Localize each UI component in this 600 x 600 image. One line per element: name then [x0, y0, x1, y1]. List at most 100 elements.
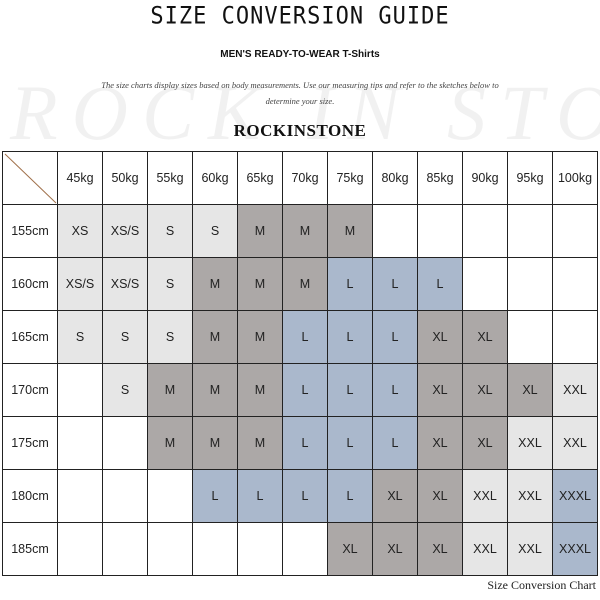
height-header: 185cm	[2, 522, 58, 576]
weight-header: 50kg	[102, 151, 148, 205]
size-cell: M	[192, 310, 238, 364]
weight-header: 70kg	[282, 151, 328, 205]
size-cell: L	[237, 469, 283, 523]
size-cell: XXL	[552, 363, 598, 417]
size-cell: M	[282, 257, 328, 311]
size-cell: M	[147, 363, 193, 417]
size-cell	[282, 522, 328, 576]
size-cell	[147, 522, 193, 576]
size-cell	[417, 204, 463, 258]
size-cell: XXXL	[552, 522, 598, 576]
page-title: SIZE CONVERSION GUIDE	[150, 2, 450, 31]
description: The size charts display sizes based on b…	[101, 80, 499, 106]
size-cell: L	[327, 469, 373, 523]
size-cell: L	[282, 416, 328, 470]
table-row: 155cm XS XS/S S S M M M	[2, 204, 598, 258]
table-row: 165cm S S S M M L L L XL XL	[2, 310, 598, 364]
diagonal-divider-icon	[4, 153, 57, 204]
size-cell	[57, 522, 103, 576]
size-cell: XS/S	[57, 257, 103, 311]
size-cell	[57, 469, 103, 523]
size-cell: XXL	[462, 522, 508, 576]
height-header: 165cm	[2, 310, 58, 364]
size-cell: L	[282, 363, 328, 417]
size-cell	[102, 522, 148, 576]
size-chart-table: 45kg 50kg 55kg 60kg 65kg 70kg 75kg 80kg 85kg 90kg…	[2, 151, 598, 576]
size-cell: M	[147, 416, 193, 470]
size-cell: XXL	[507, 469, 553, 523]
size-cell: XL	[462, 363, 508, 417]
size-cell	[372, 204, 418, 258]
height-header: 155cm	[2, 204, 58, 258]
height-header: 160cm	[2, 257, 58, 311]
subtitle: MEN'S READY-TO-WEAR T-Shirts	[220, 49, 380, 60]
size-cell: L	[282, 310, 328, 364]
weight-header: 45kg	[57, 151, 103, 205]
size-cell	[147, 469, 193, 523]
size-cell	[552, 257, 598, 311]
size-cell: S	[147, 310, 193, 364]
size-cell	[237, 522, 283, 576]
size-cell: XL	[417, 310, 463, 364]
size-cell: M	[237, 204, 283, 258]
size-cell: M	[192, 416, 238, 470]
size-cell: XL	[462, 416, 508, 470]
corner-cell	[2, 151, 58, 205]
size-cell: L	[327, 416, 373, 470]
size-cell: S	[57, 310, 103, 364]
size-cell: XXXL	[552, 469, 598, 523]
size-cell: L	[372, 310, 418, 364]
size-cell: S	[102, 363, 148, 417]
size-cell: S	[192, 204, 238, 258]
size-cell: XL	[327, 522, 373, 576]
size-cell: M	[327, 204, 373, 258]
size-cell: M	[237, 257, 283, 311]
weight-header: 95kg	[507, 151, 553, 205]
size-cell	[192, 522, 238, 576]
size-cell	[57, 363, 103, 417]
weight-header: 90kg	[462, 151, 508, 205]
weight-header: 55kg	[147, 151, 193, 205]
size-cell: M	[237, 416, 283, 470]
table-row: 160cm XS/S XS/S S M M M L L L	[2, 257, 598, 311]
height-header: 170cm	[2, 363, 58, 417]
size-cell: M	[192, 257, 238, 311]
table-row: 185cm XL XL XL XXL XXL XXXL	[2, 522, 598, 576]
weight-header: 60kg	[192, 151, 238, 205]
size-cell	[102, 416, 148, 470]
size-cell: L	[372, 257, 418, 311]
weight-header: 65kg	[237, 151, 283, 205]
size-cell: XL	[372, 522, 418, 576]
size-cell	[552, 204, 598, 258]
size-cell	[462, 257, 508, 311]
size-cell: L	[327, 310, 373, 364]
size-cell: XS	[57, 204, 103, 258]
weight-header: 80kg	[372, 151, 418, 205]
size-cell: XL	[417, 469, 463, 523]
size-cell: M	[192, 363, 238, 417]
size-cell: L	[372, 363, 418, 417]
size-cell: M	[237, 363, 283, 417]
weight-header: 100kg	[552, 151, 598, 205]
size-cell: XXL	[507, 522, 553, 576]
size-cell: XXL	[507, 416, 553, 470]
size-cell: L	[327, 257, 373, 311]
size-cell: L	[372, 416, 418, 470]
weight-header: 75kg	[327, 151, 373, 205]
size-cell: L	[327, 363, 373, 417]
size-cell: XXL	[552, 416, 598, 470]
height-header: 175cm	[2, 416, 58, 470]
size-cell	[462, 204, 508, 258]
size-cell: XL	[372, 469, 418, 523]
table-row: 180cm L L L L XL XL XXL XXL XXXL	[2, 469, 598, 523]
size-cell: S	[147, 204, 193, 258]
size-cell: L	[417, 257, 463, 311]
size-cell: XL	[417, 522, 463, 576]
table-row: 175cm M M M L L L XL XL XXL XXL	[2, 416, 598, 470]
table-row: 170cm S M M M L L L XL XL XL XXL	[2, 363, 598, 417]
size-cell: XL	[417, 416, 463, 470]
size-cell: XL	[507, 363, 553, 417]
weight-header: 85kg	[417, 151, 463, 205]
watermark-logo: ROCK IN STONE	[10, 69, 600, 156]
size-cell	[507, 257, 553, 311]
